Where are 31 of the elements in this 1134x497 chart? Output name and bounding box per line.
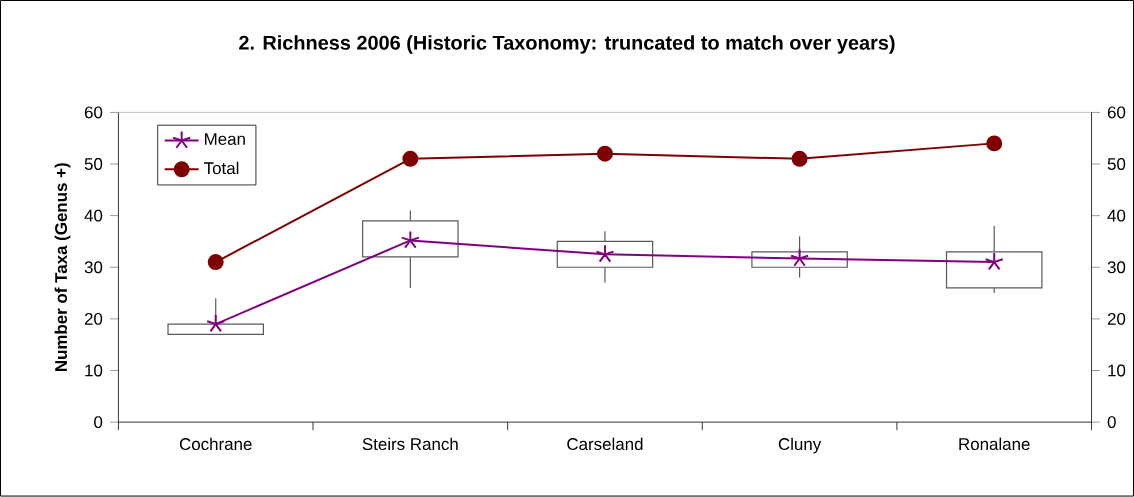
y-tick-label: 40 [84,209,103,222]
x-tick-label: Ronalane [959,437,1030,451]
y2-tick-label: 0 [1107,416,1116,429]
point [986,135,1003,152]
chart-title: 2. Richness 2006 (Historic Taxonomy: truncated to match over years) [239,35,895,54]
y-tick-label: 50 [84,158,103,171]
y-tick-label: 60 [84,106,103,119]
x-tick-label: Steirs Ranch [362,437,458,451]
x-tick-label: Cluny [778,437,822,454]
legend-label: Total [204,161,239,175]
x-tick-label: Cochrane [179,437,252,451]
point [596,145,613,162]
y2-tick-label: 50 [1107,158,1126,171]
x-tick-label: Carseland [567,437,643,451]
y2-tick-label: 20 [1107,313,1126,326]
y2-tick-label: 10 [1108,364,1126,377]
y-tick-label: 30 [84,261,103,274]
y-tick-label: 0 [94,416,103,429]
y-tick-label: 10 [85,364,103,377]
y2-tick-label: 30 [1107,261,1126,274]
y2-tick-label: 40 [1107,209,1126,222]
y2-tick-label: 60 [1107,106,1126,119]
point [791,151,808,168]
y-axis-title: Number of Taxa (Genus +) [54,163,71,372]
legend-label: Mean [205,133,245,146]
point [790,248,810,267]
point [595,244,615,263]
y-tick-label: 20 [84,313,103,326]
point [402,151,419,168]
point [207,254,224,271]
point [400,230,420,249]
